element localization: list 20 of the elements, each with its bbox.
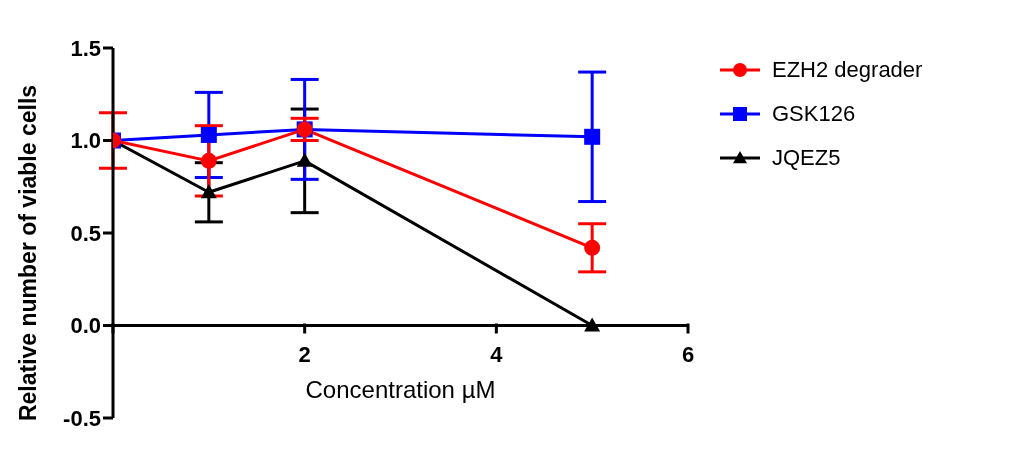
y-tick-label: 1.5 [70, 35, 101, 61]
x-tick-label: 6 [681, 341, 695, 367]
point [584, 317, 601, 332]
legend-label: GSK126 [772, 101, 856, 127]
x-axis-title: Concentration µM [305, 375, 496, 403]
point [584, 239, 601, 256]
point [584, 128, 601, 145]
point [200, 126, 217, 143]
y-axis-title: Relative number of viable cells [15, 84, 41, 422]
x-tick-label: 4 [490, 341, 504, 367]
y-tick-label: 0.5 [70, 220, 101, 246]
y-tick-label: 1.0 [70, 128, 101, 154]
legend-label: EZH2 degrader [772, 57, 923, 83]
point [200, 184, 217, 199]
point [296, 152, 313, 167]
point [200, 152, 217, 169]
y-tick-label: -0.5 [63, 405, 101, 431]
y-tick-label: 0.0 [70, 313, 101, 339]
x-tick-label: 2 [298, 341, 311, 367]
legend-label: JQEZ5 [772, 145, 841, 171]
